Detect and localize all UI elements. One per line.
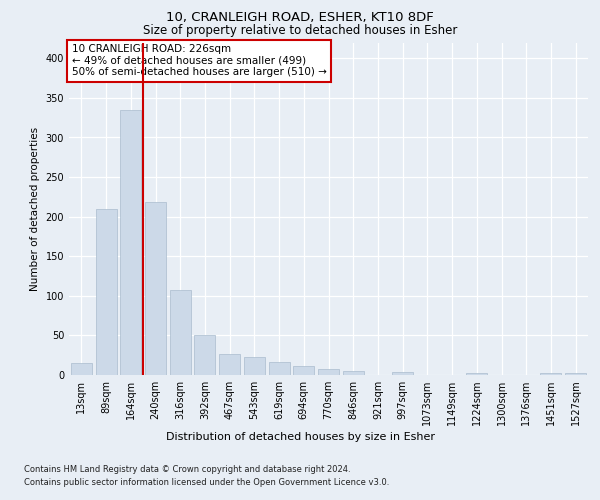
Bar [71, 363, 92, 375]
Bar [95, 209, 116, 375]
Bar [392, 372, 413, 375]
Bar [565, 372, 586, 375]
Bar [541, 372, 562, 375]
Bar [145, 202, 166, 375]
Text: 10 CRANLEIGH ROAD: 226sqm
← 49% of detached houses are smaller (499)
50% of semi: 10 CRANLEIGH ROAD: 226sqm ← 49% of detac… [71, 44, 326, 78]
Bar [194, 334, 215, 375]
Bar [293, 366, 314, 375]
Text: Contains HM Land Registry data © Crown copyright and database right 2024.: Contains HM Land Registry data © Crown c… [24, 465, 350, 474]
Bar [269, 362, 290, 375]
Text: Distribution of detached houses by size in Esher: Distribution of detached houses by size … [166, 432, 434, 442]
Bar [318, 370, 339, 375]
Bar [170, 290, 191, 375]
Bar [466, 372, 487, 375]
Bar [244, 357, 265, 375]
Text: 10, CRANLEIGH ROAD, ESHER, KT10 8DF: 10, CRANLEIGH ROAD, ESHER, KT10 8DF [166, 11, 434, 24]
Bar [219, 354, 240, 375]
Text: Contains public sector information licensed under the Open Government Licence v3: Contains public sector information licen… [24, 478, 389, 487]
Text: Size of property relative to detached houses in Esher: Size of property relative to detached ho… [143, 24, 457, 37]
Bar [343, 371, 364, 375]
Y-axis label: Number of detached properties: Number of detached properties [30, 126, 40, 291]
Bar [120, 110, 141, 375]
